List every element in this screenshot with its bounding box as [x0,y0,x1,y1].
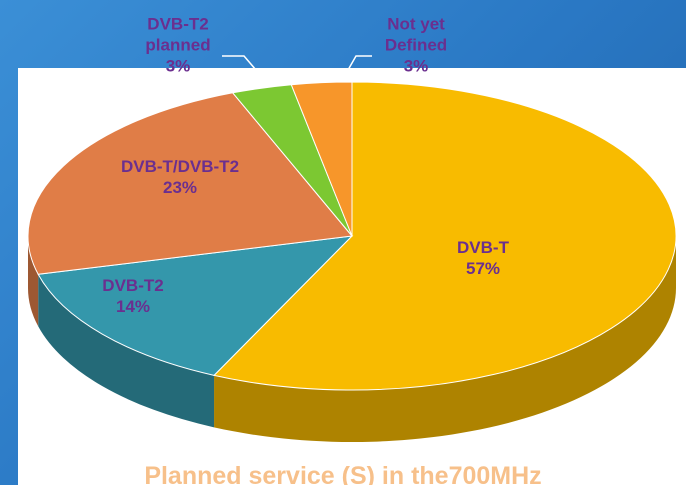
value-label: 57% [465,259,501,278]
value-label: 3% [403,56,429,76]
category-label: DVB-T2 [102,276,164,295]
category-label: Not yet Defined [384,14,448,55]
data-label: DVB-T/DVB-T2 23% [95,156,265,198]
data-label: DVB-T2 planned 3% [138,14,218,77]
category-label: DVB-T2 planned [145,14,211,55]
value-label: 14% [115,297,151,316]
slice [290,81,353,237]
category-label: DVB-T [457,238,509,257]
value-label: 3% [165,56,191,76]
value-label: 23% [162,178,198,197]
leader-line [222,55,257,71]
slice-side [214,236,676,442]
category-label: DVB-T/DVB-T2 [120,157,240,176]
slice [27,92,353,275]
data-label: DVB-T2 14% [88,275,178,317]
chart-title: Planned service (S) in the700MHz [144,462,542,485]
leader-line [347,55,372,71]
data-label: DVB-T 57% [423,237,543,279]
slice-side [28,236,39,327]
data-label: Not yet Defined 3% [371,14,461,77]
slice-side [38,274,215,428]
slice [213,81,677,391]
slice [37,235,354,376]
